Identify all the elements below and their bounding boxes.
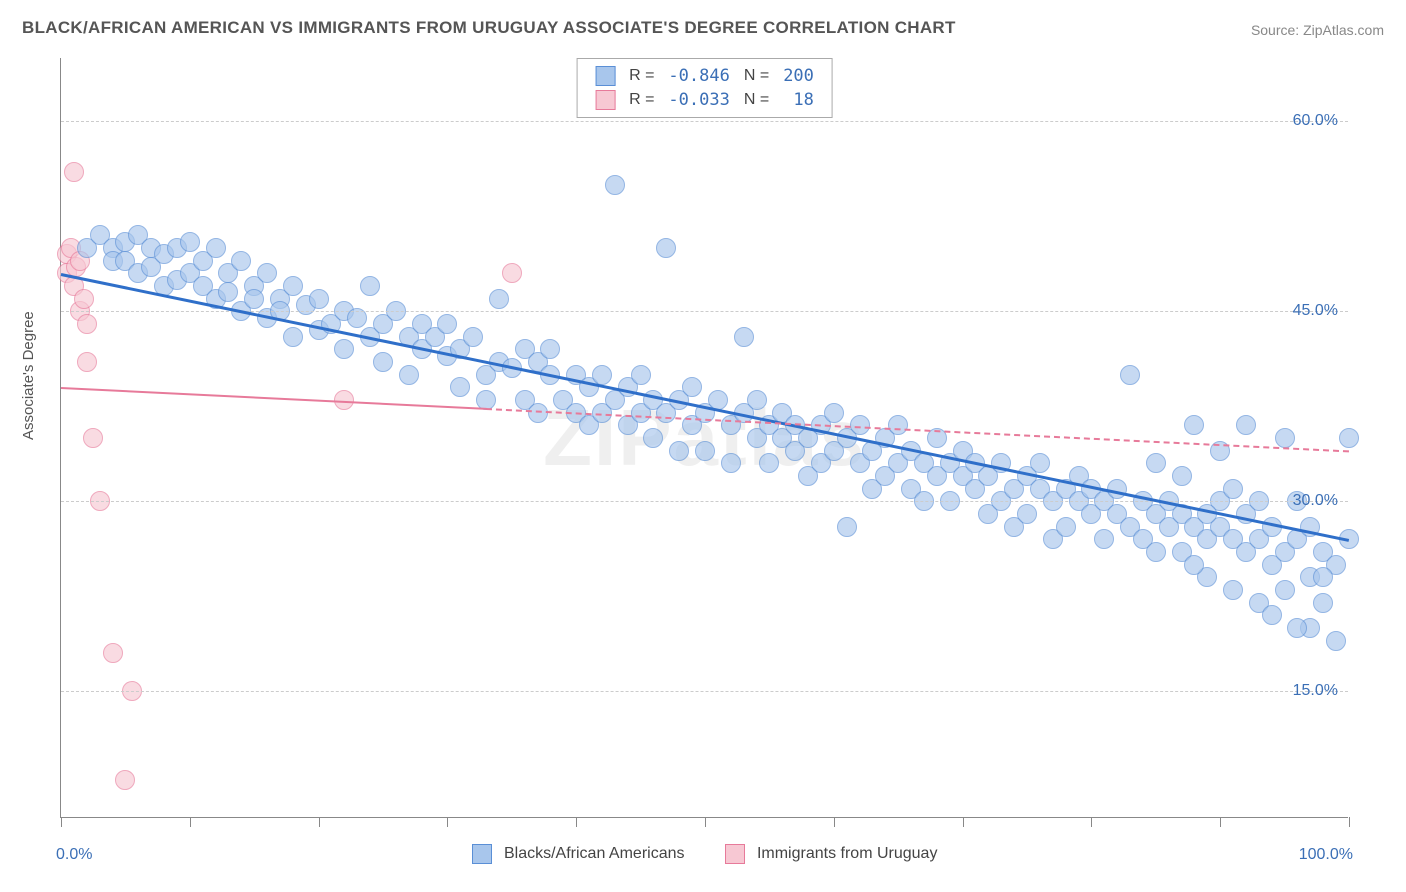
x-tick (1220, 817, 1221, 827)
x-tick (963, 817, 964, 827)
data-point (244, 289, 264, 309)
correlation-legend: R = -0.846 N = 200 R = -0.033 N = 18 (576, 58, 833, 118)
y-axis-label: Associate's Degree (20, 311, 37, 440)
data-point (115, 770, 135, 790)
data-point (1262, 605, 1282, 625)
data-point (74, 289, 94, 309)
data-point (1287, 618, 1307, 638)
legend-swatch-2 (595, 90, 615, 110)
data-point (83, 428, 103, 448)
data-point (1339, 428, 1359, 448)
data-point (399, 365, 419, 385)
data-point (309, 289, 329, 309)
data-point (1184, 415, 1204, 435)
data-point (180, 232, 200, 252)
data-point (888, 415, 908, 435)
data-point (77, 314, 97, 334)
x-tick (61, 817, 62, 827)
data-point (283, 327, 303, 347)
data-point (450, 377, 470, 397)
y-tick-label: 45.0% (1293, 302, 1338, 320)
data-point (837, 517, 857, 537)
data-point (1326, 631, 1346, 651)
data-point (64, 162, 84, 182)
data-point (605, 175, 625, 195)
data-point (747, 390, 767, 410)
x-tick (190, 817, 191, 827)
x-tick (319, 817, 320, 827)
data-point (1172, 466, 1192, 486)
gridline (61, 121, 1348, 122)
data-point (759, 453, 779, 473)
data-point (1184, 555, 1204, 575)
data-point (1313, 567, 1333, 587)
legend-bottom-swatch-2 (725, 844, 745, 864)
x-tick (834, 817, 835, 827)
x-tick (1091, 817, 1092, 827)
legend-item-2: Immigrants from Uruguay (725, 844, 938, 864)
trend-line (61, 387, 486, 410)
data-point (656, 238, 676, 258)
data-point (218, 282, 238, 302)
data-point (669, 441, 689, 461)
x-tick (705, 817, 706, 827)
chart-plot-area: ZIPatlas R = -0.846 N = 200 R = -0.033 N… (60, 58, 1348, 818)
x-axis-min-label: 0.0% (56, 846, 92, 864)
x-axis-max-label: 100.0% (1299, 846, 1353, 864)
data-point (695, 441, 715, 461)
data-point (1056, 517, 1076, 537)
data-point (103, 643, 123, 663)
data-point (1094, 529, 1114, 549)
y-tick-label: 60.0% (1293, 112, 1338, 130)
data-point (734, 327, 754, 347)
data-point (1275, 428, 1295, 448)
legend-bottom-swatch-1 (472, 844, 492, 864)
data-point (373, 352, 393, 372)
data-point (360, 276, 380, 296)
data-point (1017, 504, 1037, 524)
data-point (682, 377, 702, 397)
data-point (1030, 453, 1050, 473)
y-tick-label: 30.0% (1293, 492, 1338, 510)
data-point (631, 365, 651, 385)
data-point (502, 263, 522, 283)
data-point (489, 289, 509, 309)
legend-row-series-1: R = -0.846 N = 200 (589, 65, 820, 87)
data-point (824, 403, 844, 423)
data-point (334, 339, 354, 359)
data-point (1223, 580, 1243, 600)
data-point (1275, 580, 1295, 600)
data-point (1223, 479, 1243, 499)
data-point (206, 238, 226, 258)
data-point (1146, 453, 1166, 473)
chart-title: BLACK/AFRICAN AMERICAN VS IMMIGRANTS FRO… (22, 18, 956, 38)
series-legend: Blacks/African Americans Immigrants from… (61, 844, 1348, 864)
data-point (540, 339, 560, 359)
data-point (77, 352, 97, 372)
y-tick-label: 15.0% (1293, 682, 1338, 700)
data-point (231, 251, 251, 271)
data-point (1120, 365, 1140, 385)
legend-swatch-1 (595, 66, 615, 86)
data-point (721, 453, 741, 473)
data-point (463, 327, 483, 347)
x-tick (447, 817, 448, 827)
data-point (283, 276, 303, 296)
data-point (1313, 593, 1333, 613)
gridline (61, 691, 1348, 692)
data-point (643, 428, 663, 448)
data-point (1146, 542, 1166, 562)
data-point (592, 365, 612, 385)
source-attribution: Source: ZipAtlas.com (1251, 22, 1384, 38)
x-tick (576, 817, 577, 827)
legend-item-1: Blacks/African Americans (472, 844, 685, 864)
legend-row-series-2: R = -0.033 N = 18 (589, 89, 820, 111)
data-point (257, 263, 277, 283)
x-tick (1349, 817, 1350, 827)
data-point (437, 314, 457, 334)
data-point (1236, 415, 1256, 435)
